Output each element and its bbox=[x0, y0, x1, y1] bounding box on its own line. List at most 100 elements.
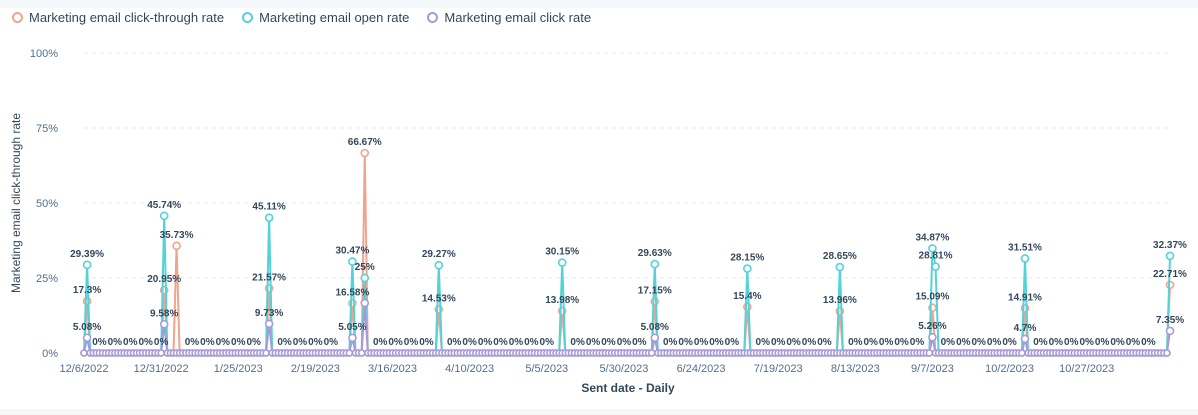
data-label: 5.08% bbox=[73, 322, 101, 333]
data-point[interactable] bbox=[159, 211, 169, 221]
zero-data-label: 0% bbox=[678, 337, 693, 348]
zero-data-label: 0% bbox=[786, 337, 801, 348]
x-tick-label: 10/27/2023 bbox=[1059, 363, 1114, 375]
zero-data-label: 0% bbox=[246, 337, 261, 348]
x-axis-title: Sent date - Daily bbox=[581, 381, 675, 395]
data-point[interactable] bbox=[264, 319, 274, 329]
zero-data-label: 0% bbox=[817, 337, 832, 348]
data-point[interactable] bbox=[434, 260, 444, 270]
zero-data-label: 0% bbox=[879, 337, 894, 348]
zero-point[interactable] bbox=[925, 349, 934, 357]
data-label: 28.15% bbox=[730, 253, 764, 264]
data-label: 7.35% bbox=[1156, 315, 1184, 326]
zero-data-label: 0% bbox=[200, 337, 215, 348]
zero-point[interactable] bbox=[80, 349, 88, 357]
series-line bbox=[83, 214, 1171, 354]
data-point[interactable] bbox=[360, 273, 370, 283]
zero-data-label: 0% bbox=[1079, 337, 1094, 348]
x-tick-label: 12/31/2022 bbox=[134, 363, 189, 375]
data-point[interactable] bbox=[82, 260, 92, 270]
data-point[interactable] bbox=[264, 213, 274, 222]
data-point[interactable] bbox=[743, 264, 752, 273]
zero-data-label: 0% bbox=[509, 337, 524, 348]
data-label: 13.96% bbox=[823, 295, 857, 306]
x-tick-label: 9/7/2023 bbox=[911, 363, 954, 375]
zero-data-label: 0% bbox=[478, 337, 493, 348]
data-point[interactable] bbox=[557, 258, 567, 267]
data-point[interactable] bbox=[1020, 334, 1030, 344]
zero-data-label: 0% bbox=[373, 337, 388, 348]
x-tick-label: 1/25/2023 bbox=[214, 363, 263, 375]
zero-point[interactable] bbox=[345, 349, 354, 357]
data-point[interactable] bbox=[82, 296, 92, 306]
zero-data-label: 0% bbox=[601, 337, 616, 348]
zero-point[interactable] bbox=[262, 349, 270, 357]
data-label: 30.47% bbox=[335, 246, 369, 257]
gridlines bbox=[84, 52, 1170, 354]
data-point[interactable] bbox=[835, 262, 845, 272]
zero-data-label: 0% bbox=[462, 337, 477, 348]
data-label: 31.51% bbox=[1008, 242, 1042, 253]
zero-point[interactable] bbox=[157, 349, 165, 357]
legend-label: Marketing email open rate bbox=[259, 10, 410, 25]
x-tick-label: 7/19/2023 bbox=[754, 363, 803, 375]
data-point[interactable] bbox=[650, 259, 660, 269]
x-tick-label: 10/2/2023 bbox=[985, 363, 1034, 375]
data-label: 20.95% bbox=[147, 274, 181, 285]
zero-data-label: 0% bbox=[1002, 337, 1017, 348]
zero-point[interactable] bbox=[357, 349, 366, 357]
x-tick-label: 12/6/2022 bbox=[60, 363, 109, 375]
zero-data-label: 0% bbox=[987, 337, 1002, 348]
bottom-bar bbox=[0, 409, 1198, 415]
data-label: 5.26% bbox=[918, 321, 946, 332]
zero-data-label: 0% bbox=[1095, 337, 1110, 348]
data-point[interactable] bbox=[360, 148, 370, 158]
data-point[interactable] bbox=[348, 257, 357, 266]
data-label: 5.08% bbox=[641, 322, 669, 333]
zero-point[interactable] bbox=[647, 349, 656, 357]
data-point[interactable] bbox=[928, 332, 937, 342]
data-point[interactable] bbox=[172, 241, 181, 251]
data-point[interactable] bbox=[360, 298, 370, 308]
legend-label: Marketing email click-through rate bbox=[29, 10, 225, 25]
series-lines bbox=[80, 148, 1175, 357]
legend-item-click-through-rate[interactable]: Marketing email click-through rate bbox=[12, 10, 224, 25]
x-tick-label: 4/10/2023 bbox=[445, 363, 494, 375]
legend-marker-icon bbox=[242, 12, 254, 23]
legend-marker-icon bbox=[427, 12, 439, 23]
legend-item-click-rate[interactable]: Marketing email click rate bbox=[427, 10, 591, 25]
zero-point[interactable] bbox=[1018, 349, 1026, 357]
data-point[interactable] bbox=[650, 297, 660, 306]
data-label: 66.67% bbox=[348, 137, 382, 148]
data-label: 9.73% bbox=[255, 308, 283, 319]
data-point[interactable] bbox=[931, 262, 940, 271]
zero-data-label: 0% bbox=[293, 337, 308, 348]
data-point[interactable] bbox=[1020, 254, 1030, 263]
zero-data-label: 0% bbox=[709, 337, 724, 348]
chart-legend: Marketing email click-through rate Marke… bbox=[12, 10, 591, 25]
zero-data-label: 0% bbox=[154, 337, 169, 348]
zero-data-label: 0% bbox=[894, 337, 909, 348]
data-label: 29.27% bbox=[422, 249, 456, 260]
y-tick-label: 25% bbox=[36, 273, 58, 285]
zero-data-label: 0% bbox=[231, 337, 246, 348]
data-point[interactable] bbox=[928, 244, 937, 253]
zero-data-label: 0% bbox=[277, 337, 292, 348]
data-label: 28.81% bbox=[919, 251, 953, 262]
data-label: 21.57% bbox=[252, 272, 286, 283]
data-point[interactable] bbox=[82, 333, 92, 343]
legend-item-open-rate[interactable]: Marketing email open rate bbox=[242, 10, 409, 25]
data-label: 25% bbox=[355, 262, 375, 273]
zero-point[interactable] bbox=[1163, 349, 1171, 357]
data-point[interactable] bbox=[650, 333, 660, 343]
data-point[interactable] bbox=[1165, 251, 1175, 261]
x-tick-label: 6/24/2023 bbox=[677, 363, 726, 375]
zero-data-label: 0% bbox=[123, 337, 138, 348]
data-point[interactable] bbox=[159, 319, 169, 329]
x-tick-label: 8/13/2023 bbox=[831, 363, 880, 375]
zero-data-label: 0% bbox=[570, 337, 585, 348]
data-point[interactable] bbox=[1165, 326, 1175, 336]
data-point[interactable] bbox=[348, 333, 357, 343]
